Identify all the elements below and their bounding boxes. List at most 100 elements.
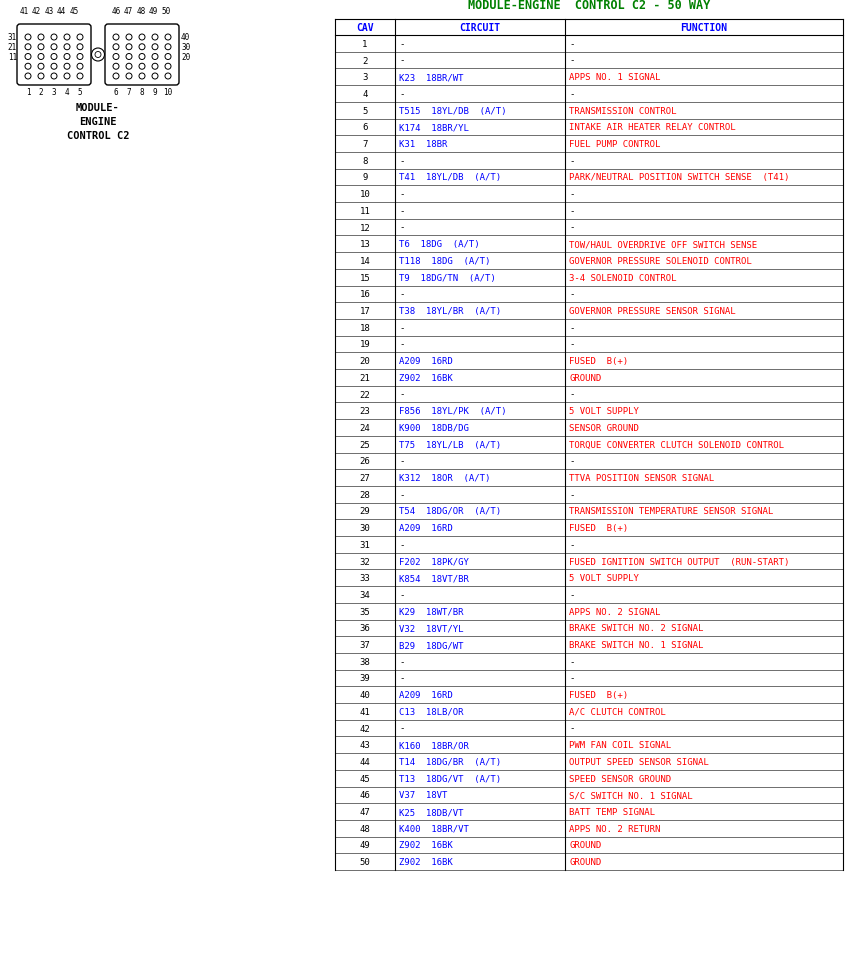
Ellipse shape (113, 35, 119, 41)
Text: 33: 33 (360, 573, 370, 582)
Ellipse shape (51, 35, 57, 41)
Ellipse shape (95, 53, 101, 59)
Text: -: - (569, 90, 574, 99)
Text: -: - (569, 590, 574, 599)
Ellipse shape (38, 45, 44, 51)
Text: K312  18OR  (A/T): K312 18OR (A/T) (399, 474, 490, 483)
Ellipse shape (139, 64, 145, 70)
Text: 49: 49 (149, 7, 158, 16)
Text: 49: 49 (360, 840, 370, 850)
Text: PARK/NEUTRAL POSITION SWITCH SENSE  (T41): PARK/NEUTRAL POSITION SWITCH SENSE (T41) (569, 173, 790, 183)
Text: K23  18BR/WT: K23 18BR/WT (399, 73, 464, 82)
Text: INTAKE AIR HEATER RELAY CONTROL: INTAKE AIR HEATER RELAY CONTROL (569, 123, 735, 132)
Ellipse shape (38, 64, 44, 70)
Ellipse shape (126, 55, 132, 61)
Text: 47: 47 (124, 7, 133, 16)
Ellipse shape (152, 45, 158, 51)
Ellipse shape (165, 64, 171, 70)
Text: C13  18LB/OR: C13 18LB/OR (399, 707, 464, 716)
Text: 46: 46 (360, 790, 370, 799)
Text: 41: 41 (20, 7, 29, 16)
Ellipse shape (64, 35, 70, 41)
Ellipse shape (77, 74, 83, 80)
Text: APPS NO. 1 SIGNAL: APPS NO. 1 SIGNAL (569, 73, 660, 82)
Text: GROUND: GROUND (569, 840, 602, 850)
Text: 3: 3 (52, 88, 56, 97)
Text: T9  18DG/TN  (A/T): T9 18DG/TN (A/T) (399, 274, 496, 282)
Text: K400  18BR/VT: K400 18BR/VT (399, 824, 469, 833)
Text: T13  18DG/VT  (A/T): T13 18DG/VT (A/T) (399, 774, 501, 783)
Text: OUTPUT SPEED SENSOR SIGNAL: OUTPUT SPEED SENSOR SIGNAL (569, 757, 709, 766)
Text: 43: 43 (360, 741, 370, 749)
Text: GOVERNOR PRESSURE SOLENOID CONTROL: GOVERNOR PRESSURE SOLENOID CONTROL (569, 257, 751, 266)
Text: BRAKE SWITCH NO. 1 SIGNAL: BRAKE SWITCH NO. 1 SIGNAL (569, 640, 704, 650)
Text: -: - (399, 290, 404, 299)
Text: 37: 37 (360, 640, 370, 650)
Text: TTVA POSITION SENSOR SIGNAL: TTVA POSITION SENSOR SIGNAL (569, 474, 714, 483)
Text: GROUND: GROUND (569, 373, 602, 382)
Text: -: - (569, 540, 574, 549)
Text: 50: 50 (162, 7, 170, 16)
Ellipse shape (38, 35, 44, 41)
Text: -: - (569, 207, 574, 216)
Ellipse shape (152, 55, 158, 61)
Text: 27: 27 (360, 474, 370, 483)
Text: 28: 28 (360, 490, 370, 499)
Text: T38  18YL/BR  (A/T): T38 18YL/BR (A/T) (399, 307, 501, 316)
Text: -: - (569, 156, 574, 165)
Text: 30: 30 (360, 524, 370, 532)
Text: 40: 40 (181, 33, 191, 42)
Text: 42: 42 (360, 724, 370, 733)
Ellipse shape (139, 74, 145, 80)
Text: 17: 17 (360, 307, 370, 316)
Ellipse shape (38, 55, 44, 61)
Text: K31  18BR: K31 18BR (399, 140, 448, 149)
Ellipse shape (126, 74, 132, 80)
Text: CAV: CAV (357, 23, 374, 33)
Text: 1: 1 (363, 40, 368, 49)
Text: K854  18VT/BR: K854 18VT/BR (399, 573, 469, 582)
Ellipse shape (139, 45, 145, 51)
Ellipse shape (126, 64, 132, 70)
Text: APPS NO. 2 SIGNAL: APPS NO. 2 SIGNAL (569, 607, 660, 616)
Text: -: - (399, 156, 404, 165)
Text: 5 VOLT SUPPLY: 5 VOLT SUPPLY (569, 573, 639, 582)
Text: -: - (399, 674, 404, 683)
Text: 38: 38 (360, 658, 370, 666)
Text: CIRCUIT: CIRCUIT (460, 23, 500, 33)
Text: -: - (399, 590, 404, 599)
Ellipse shape (51, 64, 57, 70)
Ellipse shape (51, 55, 57, 61)
Text: -: - (399, 224, 404, 233)
Text: SPEED SENSOR GROUND: SPEED SENSOR GROUND (569, 774, 671, 783)
Text: FUEL PUMP CONTROL: FUEL PUMP CONTROL (569, 140, 660, 149)
Text: 9: 9 (363, 173, 368, 183)
Text: T14  18DG/BR  (A/T): T14 18DG/BR (A/T) (399, 757, 501, 766)
Text: 34: 34 (360, 590, 370, 599)
Text: V32  18VT/YL: V32 18VT/YL (399, 623, 464, 633)
Text: 12: 12 (360, 224, 370, 233)
Text: 40: 40 (360, 691, 370, 700)
Text: 48: 48 (360, 824, 370, 833)
Text: 45: 45 (70, 7, 78, 16)
Text: -: - (399, 207, 404, 216)
Text: MODULE-
ENGINE
CONTROL C2: MODULE- ENGINE CONTROL C2 (66, 103, 129, 141)
Text: -: - (399, 190, 404, 199)
Text: Z902  16BK: Z902 16BK (399, 857, 453, 867)
Text: -: - (399, 390, 404, 400)
Text: A209  16RD: A209 16RD (399, 524, 453, 532)
Text: S/C SWITCH NO. 1 SIGNAL: S/C SWITCH NO. 1 SIGNAL (569, 790, 693, 799)
Text: GOVERNOR PRESSURE SENSOR SIGNAL: GOVERNOR PRESSURE SENSOR SIGNAL (569, 307, 735, 316)
Text: 3-4 SOLENOID CONTROL: 3-4 SOLENOID CONTROL (569, 274, 677, 282)
Ellipse shape (165, 55, 171, 61)
Ellipse shape (64, 74, 70, 80)
Text: -: - (569, 224, 574, 233)
Text: 9: 9 (152, 88, 157, 97)
Text: FUSED  B(+): FUSED B(+) (569, 357, 628, 365)
Text: -: - (569, 674, 574, 683)
Text: 21: 21 (8, 43, 17, 52)
Text: K29  18WT/BR: K29 18WT/BR (399, 607, 464, 616)
Text: F202  18PK/GY: F202 18PK/GY (399, 557, 469, 566)
Text: 30: 30 (181, 43, 191, 52)
Text: 7: 7 (127, 88, 131, 97)
